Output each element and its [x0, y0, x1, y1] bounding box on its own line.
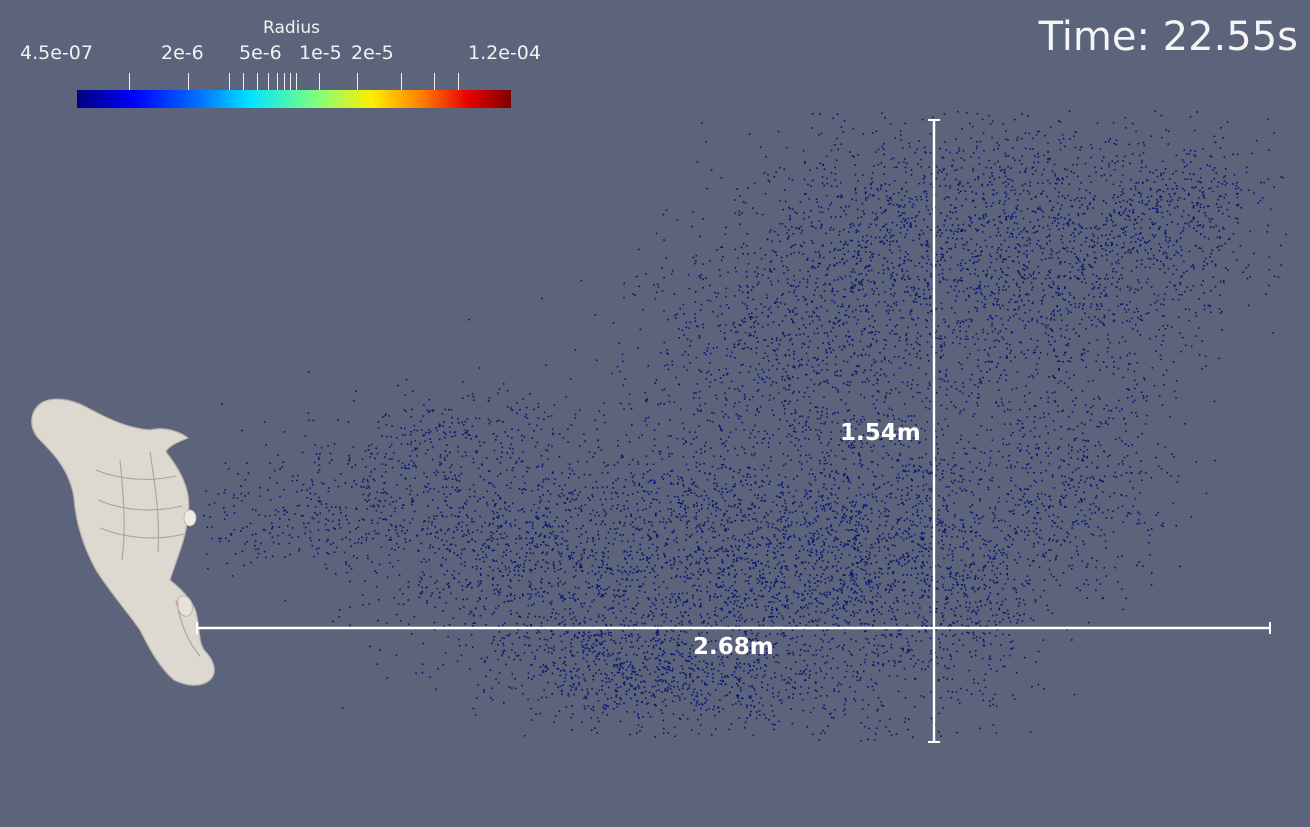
colorbar-tick	[434, 73, 435, 90]
colorbar-tick	[357, 73, 358, 90]
colorbar-tick	[296, 73, 297, 90]
colorbar-tick-label: 2e-6	[161, 42, 204, 64]
human-figure	[31, 398, 215, 686]
colorbar-tick-label: 1e-5	[299, 42, 342, 64]
particle-cloud	[203, 110, 1287, 742]
width-dimension-label: 2.68m	[693, 634, 774, 660]
colorbar-tick	[268, 73, 269, 90]
time-label: Time: 22.55s	[1038, 14, 1298, 60]
colorbar-tick	[243, 73, 244, 90]
colorbar-tick-label: 1.2e-04	[468, 42, 541, 64]
colorbar-gradient	[77, 73, 511, 108]
colorbar-tick	[188, 73, 189, 90]
colorbar-tick	[319, 73, 320, 90]
colorbar-tick	[290, 73, 291, 90]
colorbar-tick	[257, 73, 258, 90]
height-dimension-label: 1.54m	[840, 420, 921, 446]
colorbar-tick	[284, 73, 285, 90]
colorbar-title: Radius	[263, 18, 321, 38]
colorbar-tick	[401, 73, 402, 90]
colorbar-tick-label: 2e-5	[351, 42, 394, 64]
colorbar-tick-label: 5e-6	[239, 42, 282, 64]
colorbar-tick	[129, 73, 130, 90]
colorbar-tick-label: 4.5e-07	[20, 42, 93, 64]
colorbar-tick	[458, 73, 459, 90]
colorbar-tick	[277, 73, 278, 90]
colorbar-tick	[229, 73, 230, 90]
measurement-lines	[196, 119, 1271, 743]
